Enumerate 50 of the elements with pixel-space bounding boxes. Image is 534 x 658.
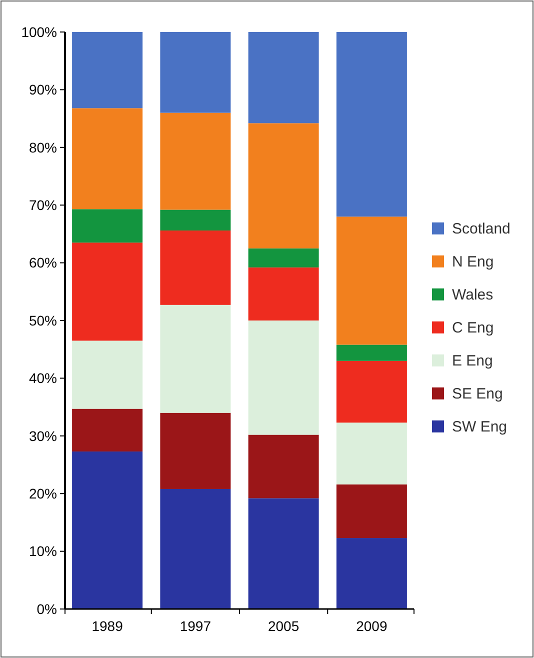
y-tick-label: 40% [28, 370, 57, 386]
bar [72, 340, 143, 409]
x-tick-label: 2005 [268, 618, 300, 634]
y-tick-label: 80% [28, 139, 57, 156]
legend-label: SE Eng [452, 386, 503, 403]
bar [248, 267, 319, 320]
y-tick-label: 30% [28, 428, 57, 444]
bar [72, 32, 143, 108]
bar [72, 242, 143, 341]
bar [248, 498, 319, 609]
y-tick-label: 20% [28, 486, 57, 502]
bar [336, 32, 407, 217]
x-tick-label: 1997 [180, 618, 212, 634]
bar [72, 451, 143, 609]
bar [160, 32, 231, 113]
bar [160, 412, 231, 489]
bar [72, 209, 143, 243]
x-tick-label: 2009 [356, 618, 388, 634]
bar [160, 304, 231, 413]
y-tick-label: 0% [36, 600, 57, 617]
y-tick-label: 60% [28, 254, 57, 271]
y-tick-label: 10% [28, 543, 57, 560]
bar [160, 488, 231, 609]
bar [336, 484, 407, 538]
bar [72, 408, 143, 452]
y-tick-label: 70% [28, 197, 57, 213]
bar [248, 123, 319, 248]
legend-label: SW Eng [452, 418, 508, 436]
legend-label: N Eng [452, 254, 494, 271]
bar [160, 210, 231, 230]
x-tick-label: 1989 [92, 618, 124, 634]
bar [336, 538, 407, 609]
bar [248, 32, 319, 124]
bar [248, 434, 319, 498]
bar [248, 320, 319, 435]
legend-label: Wales [452, 286, 494, 304]
bar [248, 248, 319, 268]
legend-label: E Eng [452, 352, 493, 370]
y-tick-label: 100% [21, 24, 57, 40]
bar [160, 112, 231, 210]
bar [160, 230, 231, 305]
legend-label: Scotland [452, 220, 510, 238]
bar [336, 422, 407, 484]
y-tick-label: 90% [28, 82, 57, 98]
bar [336, 216, 407, 345]
bar [336, 344, 407, 361]
bar [72, 108, 143, 210]
y-tick-label: 50% [28, 312, 57, 328]
bar [336, 360, 407, 423]
legend-label: C Eng [452, 320, 494, 337]
